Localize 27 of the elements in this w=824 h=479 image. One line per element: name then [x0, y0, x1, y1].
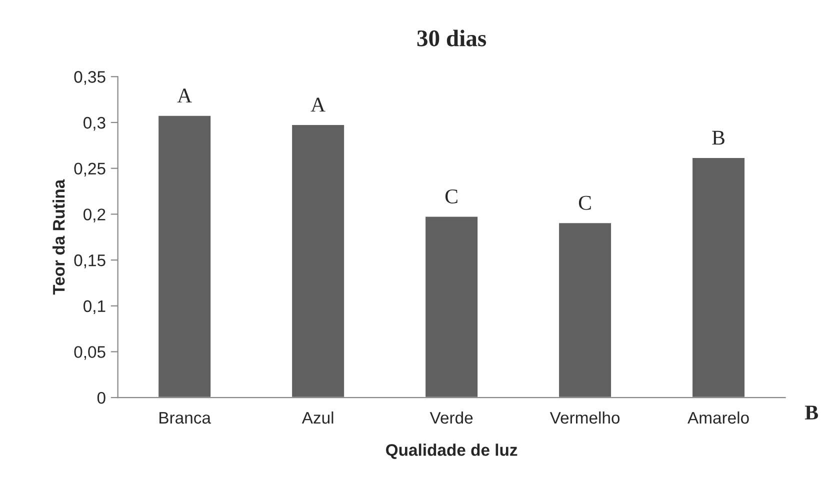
- x-tick-label: Branca: [160, 412, 211, 424]
- y-tick-label: 0: [97, 392, 106, 404]
- y-tick-label: 0,05: [74, 346, 106, 360]
- chart-title: 30 dias: [417, 30, 486, 46]
- x-tick-label: Verde: [430, 411, 473, 424]
- annotation: C: [578, 196, 591, 210]
- y-tick-label: 0,25: [74, 162, 106, 177]
- bar: [424, 215, 479, 398]
- y-tick-label: 0,1: [84, 300, 106, 314]
- y-axis-title: Teor da Rutina: [52, 179, 65, 295]
- annotation: B: [712, 130, 724, 145]
- x-tick-label: Vermelho: [550, 411, 620, 424]
- annotation: A: [177, 88, 192, 102]
- bar: [157, 114, 212, 398]
- y-tick-label: 0,15: [74, 254, 106, 268]
- y-tick-label: 0,3: [84, 116, 106, 131]
- bar: [691, 156, 746, 398]
- y-tick-label: 0,2: [84, 208, 106, 222]
- text: B: [805, 406, 818, 420]
- x-tick-label: Amarelo: [688, 411, 749, 424]
- y-tick-label: 0,35: [74, 71, 106, 85]
- x-axis-title: Qualidade de luz: [386, 444, 518, 460]
- bar: [558, 222, 612, 398]
- x-tick-label: Azul: [302, 411, 334, 424]
- annotation: A: [310, 98, 326, 112]
- annotation: C: [445, 189, 458, 204]
- bar: [290, 124, 346, 398]
